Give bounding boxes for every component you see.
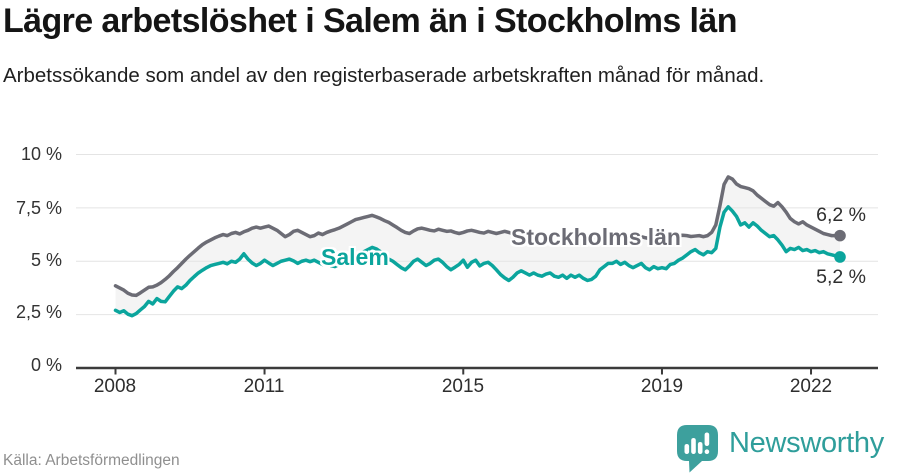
band-between-series xyxy=(115,176,840,316)
end-dot-salem xyxy=(834,251,846,263)
source-note: Källa: Arbetsförmedlingen xyxy=(3,452,180,469)
end-value-label-salem: 5,2 % xyxy=(816,266,866,288)
newsworthy-logo-icon xyxy=(677,425,718,473)
y-axis-label-0: 0 % xyxy=(30,355,62,375)
chart-title: Lägre arbetslöshet i Salem än i Stockhol… xyxy=(3,2,737,40)
x-axis-label-2019: 2019 xyxy=(640,376,684,397)
end-dot-stockholms-lan xyxy=(834,229,846,242)
series-line-salem xyxy=(113,205,842,318)
x-axis-label-2008: 2008 xyxy=(93,376,137,397)
series-label-salem: Salem xyxy=(321,244,389,270)
x-axis-label-2022: 2022 xyxy=(789,376,833,397)
newsworthy-logo-text: Newsworthy xyxy=(729,427,884,459)
newsworthy-logo[interactable]: Newsworthy xyxy=(677,425,884,473)
y-axis-label-7-5: 7,5 % xyxy=(15,198,62,218)
x-axis-label-2015: 2015 xyxy=(441,376,485,397)
end-value-label-stockholms-lan: 6,2 % xyxy=(816,204,866,226)
chart-subtitle: Arbetssökande som andel av den registerb… xyxy=(3,64,765,87)
x-axis-label-2011: 2011 xyxy=(243,376,285,397)
y-axis-label-2-5: 2,5 % xyxy=(15,302,62,322)
series-line-stockholms-lan xyxy=(113,175,842,298)
series-label-stockholms-lan: Stockholms län xyxy=(511,224,681,250)
y-axis-label-5: 5 % xyxy=(30,250,62,270)
y-axis-label-10: 10 % xyxy=(20,144,62,164)
